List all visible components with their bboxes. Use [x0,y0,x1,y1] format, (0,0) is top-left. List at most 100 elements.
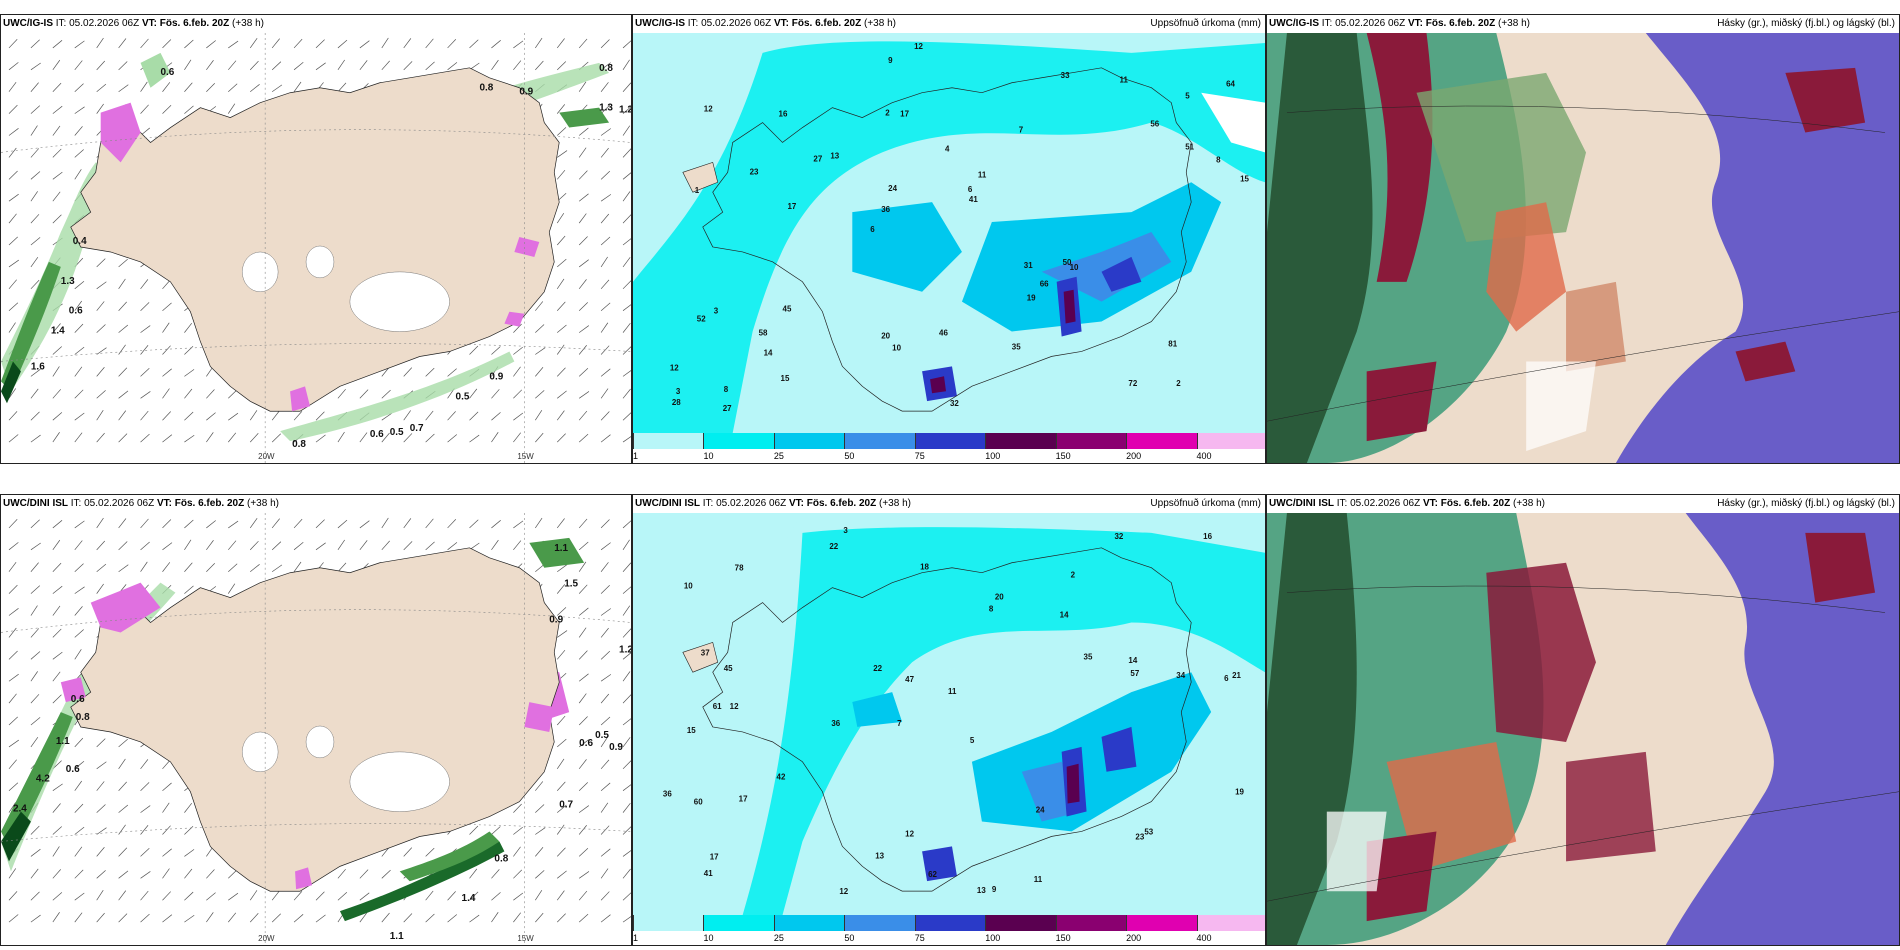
precip-value-label: 81 [1168,339,1177,348]
wind-barb [30,891,40,901]
wind-barb [578,433,589,443]
wind-value-label: 1.6 [31,361,45,372]
wind-value-label: 0.6 [71,694,85,705]
colorbar-segment [703,433,774,449]
precip-map[interactable]: 2 1 5 6 7 8 2 4 3 13 12 14 17 11 10 12 9 15 31 51 36 20 24 16 33… [633,33,1265,433]
wind-barb [162,368,172,377]
wind-barb [184,388,193,399]
cloud-map[interactable] [1267,513,1899,945]
wind-barb [52,869,61,879]
cloud-map[interactable] [1267,33,1899,463]
wind-barb [74,432,83,443]
wind-barb [8,62,19,71]
wind-barb [74,780,83,791]
precip-value-label: 72 [1128,379,1137,388]
wind-barb [447,39,457,49]
wind-barb [513,826,523,835]
wind-barb [249,433,259,443]
wind-barb [578,871,590,879]
wind-barb [447,368,457,377]
wind-barb [96,347,107,355]
wind-barb [337,39,348,49]
precip-value-label: 17 [739,795,748,804]
precip-panel-row1: UWC/IG-IS IT: 05.02.2026 06Z VT: Fös. 6.… [632,14,1266,464]
wind-barb [8,259,19,268]
wind-barb [556,38,565,49]
precip-value-label: 58 [759,328,768,337]
precip-value-label: 16 [779,110,788,119]
wind-barb [447,434,458,443]
wind-barb [8,170,18,180]
lon-label: 20W [258,934,275,943]
wind-barb [228,389,238,399]
wind-barb [600,608,611,616]
precip-value-label: 57 [1130,669,1139,678]
wind-barb [622,718,631,726]
wind-barb [535,60,544,71]
wind-value-label: 0.7 [410,423,424,434]
wind-barb [227,583,236,594]
wind-barb [600,562,609,572]
wind-barb [425,61,435,71]
wind-barb [74,389,84,399]
wind-barb [8,519,18,529]
wind-panel-row1: UWC/IG-IS IT: 05.02.2026 06Z VT: Fös. 6.… [0,14,632,464]
cloud-title: Hásky (gr.), miðský (fj.bl.) og lágský (… [1717,495,1895,513]
wind-barb [337,82,347,92]
wind-barb [469,39,479,49]
wind-barb [74,563,84,572]
wind-barb [469,891,479,901]
wind-barb [622,850,631,857]
wind-barb [622,257,631,268]
colorbar-label: 75 [914,933,925,943]
wind-barb [30,717,41,726]
wind-barb [315,519,325,529]
wind-barb [600,434,611,443]
wind-barb [359,892,370,901]
wind-barb [622,125,631,136]
wind-map[interactable]: 20W 15W 1.1 1.5 0.9 1.2 0.6 0.8 1.1 4.2 0.6 2.4 0.… [1,513,631,945]
wind-barb [403,38,412,49]
precip-value-label: 47 [905,675,914,684]
wind-barb [622,214,631,224]
wind-barb [578,81,587,92]
wind-barb [52,585,63,594]
wind-barb [578,368,589,377]
wind-value-label: 1.2 [619,644,631,655]
wind-value-label: 1.5 [564,579,578,590]
wind-barb [74,323,84,333]
wind-barb [8,279,17,290]
wind-barb [578,607,589,616]
wind-barb [556,607,567,616]
wind-barb [52,40,63,49]
wind-barb [184,868,193,879]
wind-barb [491,432,499,443]
colorbar-segment [914,433,986,449]
wind-barb [8,716,18,726]
wind-value-label: 0.8 [494,853,508,864]
wind-barb [162,411,171,421]
wind-barb [8,802,16,813]
precip-value-label: 23 [750,167,759,176]
wind-barb [622,605,631,616]
wind-barb [30,279,40,290]
wind-barb [52,803,61,813]
cloud-panel-row2: UWC/DINI ISL IT: 05.02.2026 06Z VT: Fös.… [1266,494,1900,946]
wind-barb [293,518,303,529]
wind-barb [447,891,456,901]
wind-barb [557,390,567,399]
wind-barb [381,60,390,71]
wind-barb [74,846,83,857]
wind-barb [52,82,62,92]
wind-map[interactable]: 20W 15W 0.6 0.8 0.9 0.8 1.3 1.2 0.4 1.3 0.6 1.4 1.… [1,33,631,463]
wind-barb [162,82,171,92]
wind-barb [578,739,589,748]
precip-map[interactable]: 3 2 6 7 5 12 10 14 15 8 11 41 22 36 13 9 12 32 35 42 45 61 21 3… [633,513,1265,915]
wind-barb [96,367,105,377]
wind-barb [74,606,83,616]
wind-barb [271,38,280,49]
wind-barb [52,214,62,224]
wind-barb [578,147,587,158]
precip-value-label: 12 [670,363,679,372]
wind-barb [96,83,107,92]
